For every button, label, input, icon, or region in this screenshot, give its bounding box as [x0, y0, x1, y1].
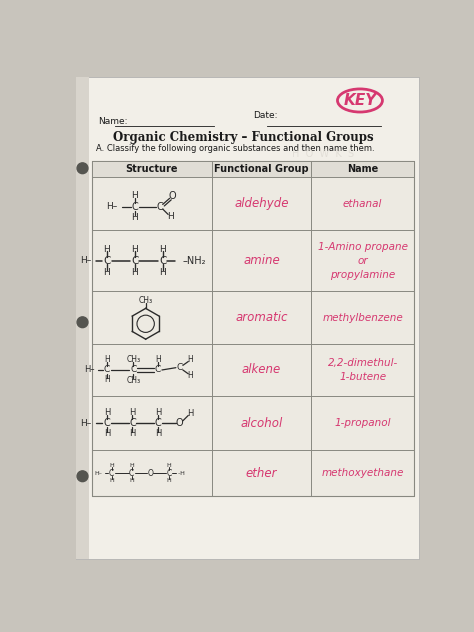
Text: C: C: [177, 363, 183, 372]
FancyBboxPatch shape: [76, 77, 419, 559]
Text: ether: ether: [246, 466, 277, 480]
Text: ethanal: ethanal: [343, 198, 383, 209]
Text: aldehyde: aldehyde: [234, 197, 289, 210]
Text: O: O: [176, 418, 183, 428]
Text: H: H: [155, 408, 161, 417]
Text: C: C: [129, 469, 134, 478]
Text: H: H: [103, 268, 110, 277]
Text: 1-Amino propane
or
propylamine: 1-Amino propane or propylamine: [318, 241, 408, 279]
Text: H: H: [187, 355, 193, 365]
Text: H: H: [167, 212, 174, 221]
Text: C: C: [131, 255, 138, 265]
Text: H–: H–: [80, 418, 91, 428]
Text: methylbenzene: methylbenzene: [322, 313, 403, 322]
Text: alkene: alkene: [242, 363, 281, 377]
Text: H–: H–: [80, 256, 91, 265]
Text: Date:: Date:: [253, 111, 277, 120]
Text: H–: H–: [94, 471, 102, 476]
Text: H: H: [104, 408, 110, 417]
Text: C: C: [109, 469, 114, 478]
Text: Organic Chemistry – Functional Groups: Organic Chemistry – Functional Groups: [113, 131, 373, 144]
Text: alcohol: alcohol: [240, 416, 283, 430]
Circle shape: [77, 317, 88, 327]
FancyBboxPatch shape: [92, 161, 414, 178]
Text: aromatic: aromatic: [235, 311, 288, 324]
Text: C: C: [159, 255, 166, 265]
Text: Functional Group: Functional Group: [214, 164, 309, 174]
Text: H: H: [129, 408, 136, 417]
Text: H: H: [166, 478, 171, 483]
Text: C: C: [166, 469, 172, 478]
Text: C: C: [155, 418, 162, 428]
Text: C: C: [103, 418, 110, 428]
Text: C: C: [104, 365, 110, 375]
Text: H: H: [104, 429, 110, 439]
Text: H: H: [131, 191, 138, 200]
Text: H: H: [103, 245, 110, 253]
Text: C: C: [129, 418, 136, 428]
Text: Name:: Name:: [98, 116, 128, 126]
Text: H: H: [159, 268, 166, 277]
Text: H: H: [155, 355, 161, 365]
Text: H: H: [155, 429, 161, 439]
Text: Name: Name: [347, 164, 378, 174]
Text: C: C: [130, 365, 137, 375]
Text: H: H: [129, 478, 134, 483]
Text: amine: amine: [243, 254, 280, 267]
Text: H: H: [109, 463, 114, 468]
Text: H: H: [131, 268, 138, 277]
Circle shape: [77, 163, 88, 174]
Text: C: C: [156, 202, 163, 212]
Text: H–: H–: [84, 365, 94, 375]
Text: CH₃: CH₃: [126, 376, 140, 386]
Text: H: H: [104, 375, 110, 384]
Text: H: H: [131, 245, 138, 253]
Text: methoxyethane: methoxyethane: [321, 468, 404, 478]
Text: H: H: [109, 478, 114, 483]
Text: H  O  W  K  S: H O W K S: [292, 149, 354, 159]
Text: –H: –H: [177, 471, 185, 476]
Text: H: H: [129, 429, 136, 439]
FancyBboxPatch shape: [92, 161, 414, 496]
Text: O: O: [169, 191, 177, 201]
Text: 2,2-dimethul-
1-butene: 2,2-dimethul- 1-butene: [328, 358, 398, 382]
Text: A. Classify the following organic substances and then name them.: A. Classify the following organic substa…: [96, 145, 375, 154]
Text: H: H: [129, 463, 134, 468]
Text: H: H: [166, 463, 171, 468]
Text: H: H: [104, 355, 110, 365]
Text: H: H: [131, 213, 138, 222]
Text: –NH₂: –NH₂: [183, 255, 206, 265]
Text: CH₃: CH₃: [138, 296, 153, 305]
Text: 1-propanol: 1-propanol: [335, 418, 391, 428]
Circle shape: [77, 471, 88, 482]
Text: H: H: [187, 371, 193, 380]
Text: CH₃: CH₃: [126, 355, 140, 363]
FancyBboxPatch shape: [76, 77, 89, 559]
Text: H: H: [187, 410, 193, 418]
Text: O: O: [147, 469, 153, 478]
Text: C: C: [103, 255, 110, 265]
Text: C: C: [131, 202, 138, 212]
Text: H: H: [159, 245, 166, 253]
Text: H–: H–: [107, 202, 118, 211]
Text: Structure: Structure: [126, 164, 178, 174]
Text: KEY: KEY: [343, 93, 376, 108]
Text: C: C: [155, 365, 161, 375]
